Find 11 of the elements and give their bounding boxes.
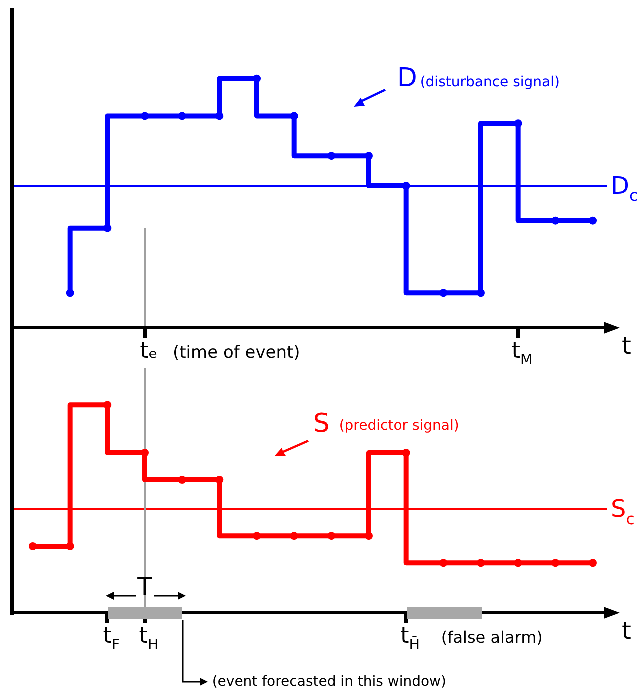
series-label: S: [313, 409, 330, 440]
annotation: (disturbance signal): [420, 74, 560, 90]
text: D: [397, 63, 418, 94]
annotation: (predictor signal): [339, 418, 460, 434]
x-axis-title: t: [622, 332, 632, 360]
annotation: T: [136, 573, 153, 601]
text: (false alarm): [441, 628, 543, 647]
x-tick-label: tₑ: [140, 339, 158, 364]
text: (time of event): [173, 343, 300, 363]
x-axis-title: t: [622, 617, 632, 645]
text: (event forecasted in this window): [212, 674, 446, 690]
